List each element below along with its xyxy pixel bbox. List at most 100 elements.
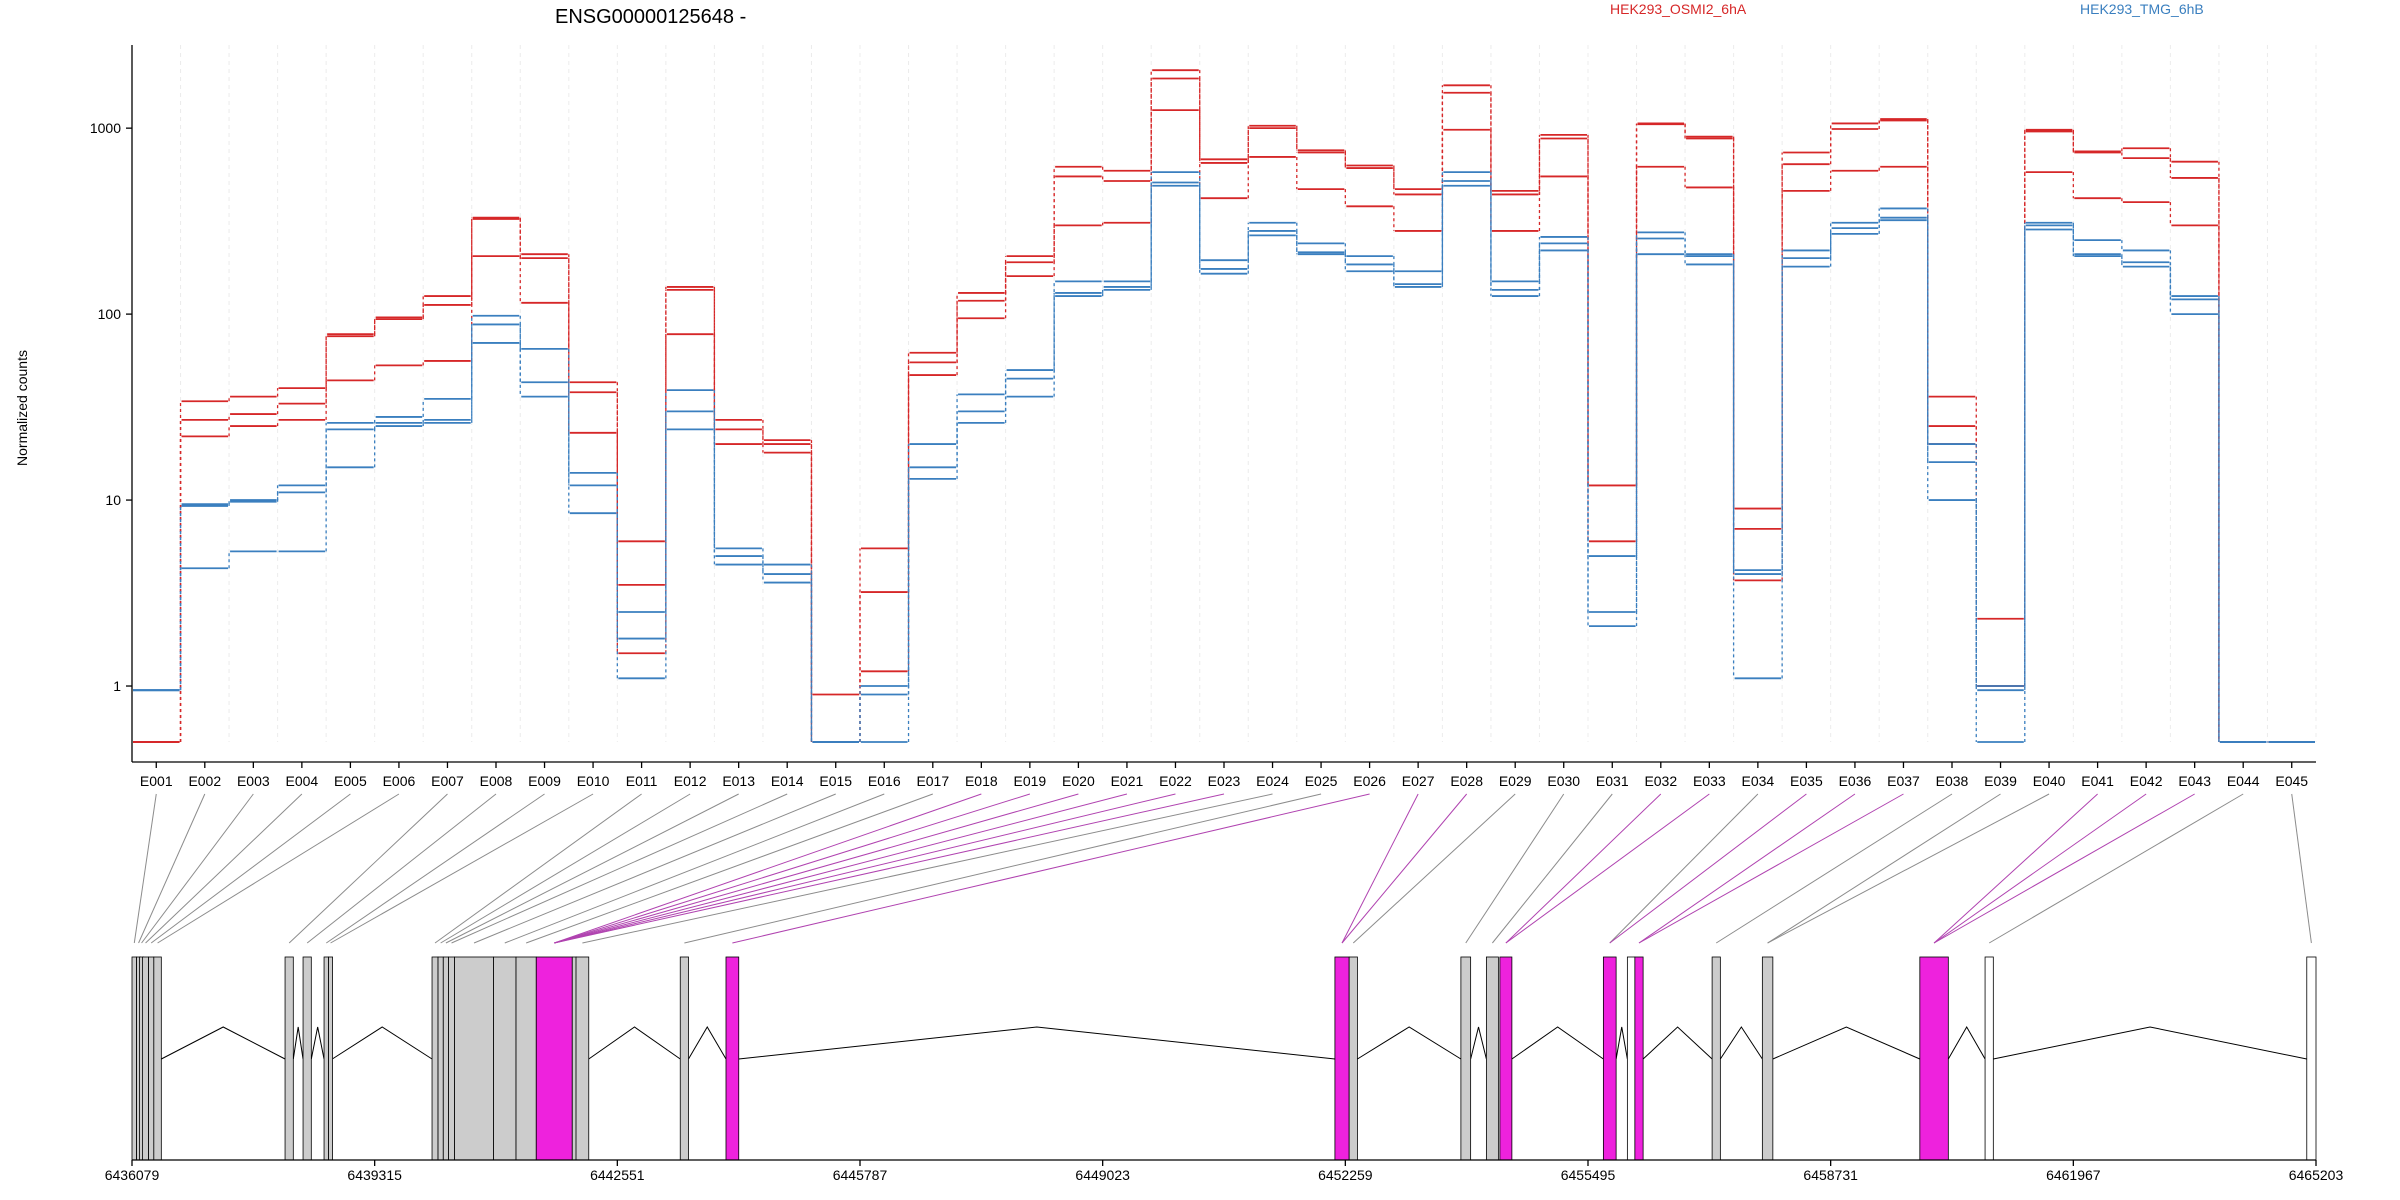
connector-line [1988, 793, 2244, 944]
x-tick-label: E022 [1159, 773, 1192, 789]
connector-line [133, 793, 157, 944]
y-axis-label: Normalized counts [14, 350, 30, 466]
x-tick-label: E034 [1742, 773, 1775, 789]
genomic-coordinate-axis: 6436079 6439315 6442551 6445787 6449023 64522… [105, 1159, 2344, 1183]
connector-line [1505, 793, 1710, 944]
x-tick-label: E021 [1111, 773, 1144, 789]
connector-line [1352, 793, 1516, 944]
x-tick-label: E033 [1693, 773, 1726, 789]
gene-tick-label: 6436079 [105, 1167, 160, 1183]
intron-line [738, 1026, 1335, 1060]
exon-E011 [431, 956, 439, 1161]
exon-E016 [493, 956, 517, 1161]
x-tick-label: E038 [1936, 773, 1969, 789]
grid-lines [131, 45, 2317, 742]
intron-line [292, 1026, 304, 1060]
x-tick-label: E020 [1062, 773, 1095, 789]
x-tick-label: E018 [965, 773, 998, 789]
connector-line [1933, 793, 2098, 944]
x-tick-label: E032 [1644, 773, 1677, 789]
x-tick-label: E005 [334, 773, 367, 789]
connector-line [1609, 793, 1759, 944]
x-tick-label: E011 [626, 773, 658, 789]
connector-line [2291, 793, 2312, 944]
exon-E022 [725, 956, 740, 1161]
x-tick-label: E023 [1208, 773, 1241, 789]
x-tick-label: E029 [1499, 773, 1532, 789]
x-tick-label: E007 [431, 773, 464, 789]
gene-tick-label: 6465203 [2289, 1167, 2344, 1183]
x-tick-label: E016 [868, 773, 901, 789]
gene-tick-label: 6458731 [1803, 1167, 1858, 1183]
exon-E008 [302, 956, 312, 1161]
legend-entry-tmg: HEK293_TMG_6hB [2080, 1, 2204, 17]
y-tick-label: 100 [98, 306, 122, 322]
gene-tick-label: 6452259 [1318, 1167, 1373, 1183]
connector-line [504, 793, 885, 944]
x-tick-label: E006 [383, 773, 416, 789]
connector-line [1767, 793, 2001, 944]
connector-line [306, 793, 497, 944]
x-axis: E001 E002 E003 E004 E005 E006 E007 E008 E009 E010… [132, 761, 2316, 789]
connector-line [326, 793, 545, 944]
intron-line [1357, 1026, 1462, 1060]
gene-model [131, 956, 2317, 1161]
series-4 [133, 180, 2315, 743]
y-axis: 1 10 100 1000 [90, 45, 133, 762]
x-tick-label: E001 [140, 773, 173, 789]
connector-line [554, 793, 1031, 944]
x-tick-label: E041 [2081, 773, 2114, 789]
exon-E026 [1485, 956, 1499, 1161]
x-tick-label: E036 [1839, 773, 1872, 789]
x-tick-label: E010 [577, 773, 610, 789]
exon-E031 [1711, 956, 1721, 1161]
exon-E009 [323, 956, 329, 1161]
exon-E012 [437, 956, 444, 1161]
x-tick-label: E025 [1305, 773, 1338, 789]
gene-tick-label: 6449023 [1075, 1167, 1130, 1183]
connector-line [1933, 793, 2147, 944]
x-tick-label: E045 [2275, 773, 2308, 789]
y-tick-label: 1000 [90, 120, 121, 136]
exon-E033 [1919, 956, 1949, 1161]
connector-line [473, 793, 836, 944]
x-tick-label: E043 [2178, 773, 2211, 789]
exon-E018 [535, 956, 573, 1161]
series-3 [133, 171, 2315, 743]
x-tick-label: E040 [2033, 773, 2066, 789]
intron-line [1993, 1026, 2307, 1060]
connector-line [554, 793, 1128, 944]
x-tick-label: E002 [188, 773, 221, 789]
exon-E030 [1634, 956, 1644, 1161]
connector-line [288, 793, 448, 944]
x-tick-label: E024 [1256, 773, 1289, 789]
exon-connectors [133, 793, 2312, 944]
legend-entry-osmi2: HEK293_OSMI2_6hA [1610, 1, 1747, 17]
exon-E032 [1761, 956, 1774, 1161]
connector-line [554, 793, 1079, 944]
connector-line [554, 793, 1176, 944]
exon-E004 [142, 956, 149, 1161]
connector-line [1933, 793, 2195, 944]
x-tick-label: E017 [916, 773, 949, 789]
x-tick-label: E044 [2227, 773, 2260, 789]
intron-line [1615, 1026, 1628, 1060]
intron-line [1470, 1026, 1487, 1060]
connector-line [1715, 793, 1953, 944]
connector-line [157, 793, 400, 944]
connector-line [440, 793, 691, 944]
connector-line [1341, 793, 1419, 944]
connector-line [451, 793, 788, 944]
gene-tick-label: 6455495 [1561, 1167, 1616, 1183]
exon-E007 [284, 956, 294, 1161]
series-2 [133, 109, 2315, 743]
connector-line [445, 793, 739, 944]
intron-line [310, 1026, 325, 1060]
x-tick-label: E012 [674, 773, 707, 789]
x-tick-label: E015 [819, 773, 852, 789]
x-tick-label: E026 [1353, 773, 1386, 789]
x-tick-label: E039 [1984, 773, 2017, 789]
exon-E028 [1602, 956, 1617, 1161]
y-tick-label: 1 [113, 678, 121, 694]
